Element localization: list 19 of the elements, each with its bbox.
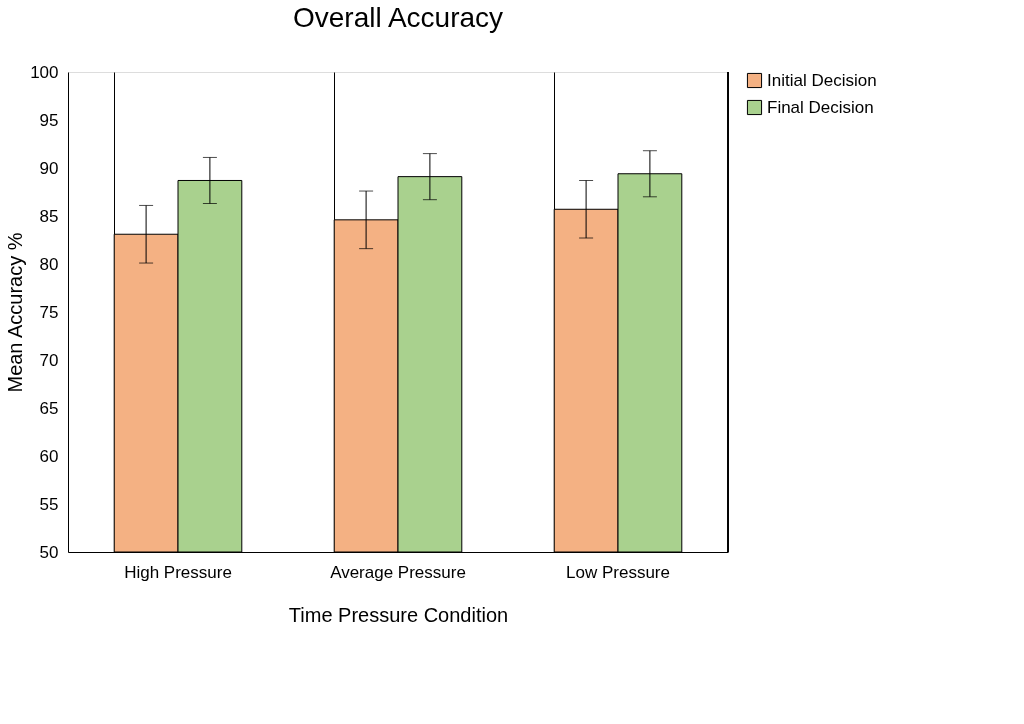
legend-label: Initial Decision	[767, 70, 877, 90]
y-tick-label: 90	[39, 158, 59, 178]
y-tick-label: 65	[39, 398, 59, 418]
x-tick-label: High Pressure	[124, 562, 232, 582]
y-tick-label: 60	[39, 446, 59, 466]
y-axis-title: Mean Accuracy %	[4, 232, 27, 393]
y-tick-label: 50	[39, 542, 59, 562]
y-tick-label: 85	[39, 206, 59, 226]
y-tick-label: 55	[39, 494, 59, 514]
y-tick-label: 75	[39, 302, 59, 322]
x-tick-label: Average Pressure	[330, 562, 466, 582]
y-tick-label: 70	[39, 350, 59, 370]
y-tick-label: 95	[39, 110, 59, 130]
chart-title: Overall Accuracy	[292, 2, 504, 33]
legend-label: Final Decision	[767, 97, 874, 117]
x-tick-label: Low Pressure	[566, 562, 670, 582]
y-tick-label: 80	[39, 254, 59, 274]
y-tick-label: 100	[30, 62, 59, 82]
x-axis-title: Time Pressure Condition	[288, 603, 509, 626]
